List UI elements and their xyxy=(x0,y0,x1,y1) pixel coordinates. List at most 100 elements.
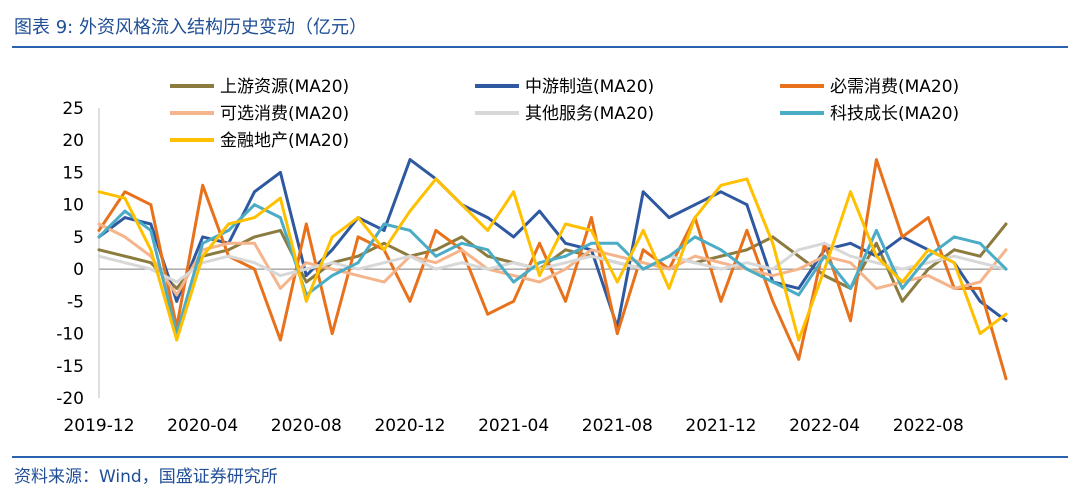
data-point xyxy=(823,254,826,258)
data-point xyxy=(719,261,723,265)
data-point xyxy=(408,229,412,232)
data-point xyxy=(123,235,127,239)
legend-label: 金融地产(MA20) xyxy=(220,131,349,151)
data-point xyxy=(382,229,386,232)
data-point xyxy=(149,203,153,207)
data-point xyxy=(330,274,334,277)
legend-item: 必需消费(MA20) xyxy=(780,77,959,97)
data-point xyxy=(693,235,697,239)
data-point xyxy=(356,267,360,271)
data-point xyxy=(771,241,775,245)
data-point xyxy=(952,287,956,290)
data-point xyxy=(123,196,127,200)
data-point xyxy=(797,293,801,297)
legend-item: 可选消费(MA20) xyxy=(170,104,349,124)
data-point xyxy=(745,177,749,181)
y-tick-label: -20 xyxy=(56,389,84,409)
series-line xyxy=(97,222,1008,303)
x-tick-label: 2021-08 xyxy=(582,416,653,436)
data-point xyxy=(978,287,982,290)
x-tick-label: 2020-12 xyxy=(374,416,445,436)
data-point xyxy=(719,267,723,271)
data-point xyxy=(175,299,179,303)
data-point xyxy=(512,280,515,284)
data-point xyxy=(615,280,619,284)
data-point xyxy=(797,287,801,290)
data-point xyxy=(434,248,438,252)
data-point xyxy=(97,254,101,258)
data-point xyxy=(667,216,671,220)
data-point xyxy=(875,261,878,265)
data-point xyxy=(512,190,515,194)
data-point xyxy=(175,280,179,284)
data-point xyxy=(253,216,256,220)
data-point xyxy=(408,299,412,303)
data-point xyxy=(849,319,852,323)
data-point xyxy=(693,261,697,265)
data-point xyxy=(460,203,464,207)
data-point xyxy=(564,222,567,226)
data-point xyxy=(564,261,567,265)
data-point xyxy=(978,332,982,335)
data-point xyxy=(201,254,205,258)
data-point xyxy=(304,261,308,265)
data-point xyxy=(590,229,593,232)
data-point xyxy=(926,274,930,277)
data-point xyxy=(460,241,464,245)
y-tick-label: 5 xyxy=(73,228,84,248)
data-point xyxy=(849,190,852,194)
series-line xyxy=(97,222,1008,297)
data-point xyxy=(615,241,619,245)
data-point xyxy=(641,229,645,232)
series-line xyxy=(97,158,1008,329)
x-tick-label: 2020-08 xyxy=(271,416,342,436)
data-point xyxy=(978,254,982,258)
legend-label: 科技成长(MA20) xyxy=(830,104,959,124)
legend-item: 中游制造(MA20) xyxy=(475,77,654,97)
data-point xyxy=(745,261,749,265)
data-point xyxy=(175,293,179,297)
series-layer xyxy=(97,158,1008,381)
data-point xyxy=(253,261,256,265)
data-point xyxy=(926,261,930,265)
data-point xyxy=(356,216,360,220)
legend-label: 必需消费(MA20) xyxy=(830,77,959,97)
data-point xyxy=(330,332,334,335)
data-point xyxy=(952,261,956,265)
y-tick-label: 15 xyxy=(62,163,84,183)
data-point xyxy=(641,190,645,194)
data-point xyxy=(564,241,567,245)
x-tick-label: 2019-12 xyxy=(63,416,134,436)
data-point xyxy=(460,248,464,252)
series-line xyxy=(97,177,1008,342)
series-6 xyxy=(97,203,1008,336)
data-point xyxy=(123,216,127,220)
legend-label: 其他服务(MA20) xyxy=(525,104,654,124)
data-point xyxy=(97,190,101,194)
data-point xyxy=(512,299,515,303)
data-point xyxy=(1004,248,1008,252)
data-point xyxy=(538,241,541,245)
data-point xyxy=(512,235,515,239)
data-point xyxy=(175,338,179,342)
data-point xyxy=(615,332,619,335)
data-point xyxy=(926,248,930,252)
data-point xyxy=(1004,319,1008,323)
data-point xyxy=(797,248,801,252)
data-point xyxy=(149,248,153,252)
data-point xyxy=(279,287,282,290)
data-point xyxy=(823,241,826,245)
data-point xyxy=(460,235,464,239)
data-point xyxy=(900,267,904,271)
data-point xyxy=(900,299,904,303)
data-point xyxy=(330,235,334,239)
data-point xyxy=(356,254,360,258)
data-point xyxy=(304,222,308,226)
data-point xyxy=(926,216,930,220)
data-point xyxy=(382,261,386,265)
data-point xyxy=(227,241,231,245)
source-note: 资料来源：Wind，国盛证券研究所 xyxy=(14,467,278,487)
title-rule xyxy=(12,46,1068,48)
legend-label: 中游制造(MA20) xyxy=(525,77,654,97)
